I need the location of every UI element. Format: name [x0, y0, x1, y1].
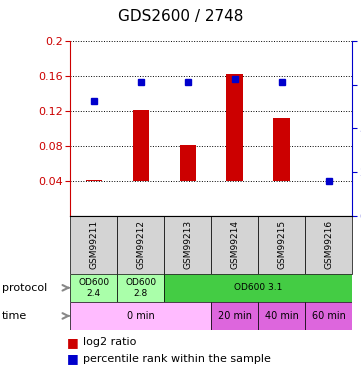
Text: GDS2600 / 2748: GDS2600 / 2748	[118, 9, 243, 24]
Bar	[164, 216, 211, 274]
Bar	[117, 216, 164, 274]
Text: GSM99214: GSM99214	[230, 220, 239, 269]
Bar	[226, 74, 243, 181]
Text: GSM99215: GSM99215	[277, 220, 286, 269]
Bar	[258, 302, 305, 330]
Bar	[305, 216, 352, 274]
Text: ■: ■	[67, 336, 83, 349]
Text: GSM99216: GSM99216	[324, 220, 333, 269]
Bar	[117, 274, 164, 302]
Text: percentile rank within the sample: percentile rank within the sample	[83, 354, 271, 364]
Bar	[258, 216, 305, 274]
Bar	[273, 118, 290, 181]
Bar	[164, 274, 352, 302]
Text: log2 ratio: log2 ratio	[83, 338, 136, 347]
Bar	[211, 302, 258, 330]
Text: 60 min: 60 min	[312, 311, 345, 321]
Text: 20 min: 20 min	[218, 311, 252, 321]
Bar	[70, 274, 117, 302]
Bar	[70, 302, 211, 330]
Bar	[132, 110, 149, 181]
Text: OD600
2.8: OD600 2.8	[125, 278, 156, 297]
Text: OD600 3.1: OD600 3.1	[234, 284, 282, 292]
Bar	[305, 302, 352, 330]
Text: 0 min: 0 min	[127, 311, 155, 321]
Bar	[211, 216, 258, 274]
Text: time: time	[2, 311, 27, 321]
Bar	[86, 180, 102, 181]
Text: 40 min: 40 min	[265, 311, 299, 321]
Text: OD600
2.4: OD600 2.4	[78, 278, 109, 297]
Bar	[70, 216, 117, 274]
Text: GSM99213: GSM99213	[183, 220, 192, 269]
Text: ■: ■	[67, 352, 83, 365]
Text: GSM99211: GSM99211	[90, 220, 98, 269]
Bar	[179, 145, 196, 181]
Text: protocol: protocol	[2, 283, 47, 293]
Text: GSM99212: GSM99212	[136, 220, 145, 269]
